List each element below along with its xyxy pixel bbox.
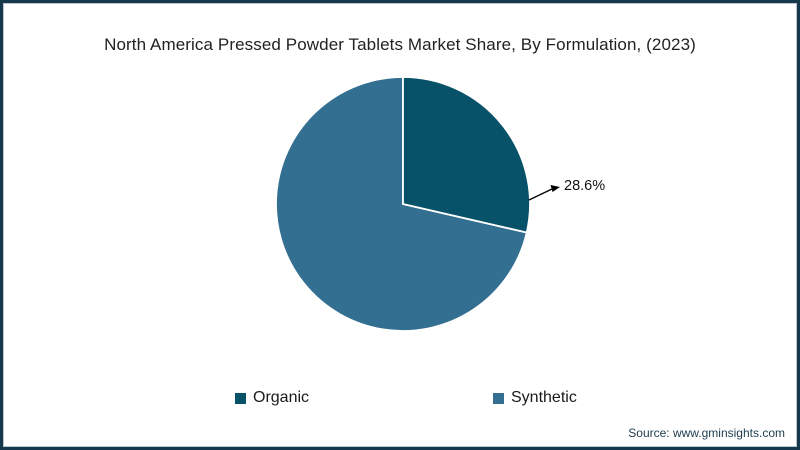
pie-slice-synthetic[interactable]: [275, 76, 528, 332]
callout-line: [528, 188, 553, 201]
chart-title: North America Pressed Powder Tablets Mar…: [104, 35, 696, 54]
legend-label-synthetic: Synthetic: [511, 389, 577, 406]
pie-chart: [275, 76, 560, 332]
legend: Organic Synthetic: [3, 389, 797, 409]
legend-swatch-synthetic-icon: [493, 392, 504, 404]
legend-item-organic[interactable]: Organic: [235, 389, 309, 407]
legend-item-synthetic[interactable]: Synthetic: [493, 389, 577, 407]
data-label: 28.6%: [564, 178, 606, 194]
legend-label-organic: Organic: [253, 389, 310, 406]
callout-arrowhead-icon: [550, 185, 560, 192]
source-attribution: Source: www.gminsights.com: [628, 426, 785, 440]
legend-swatch-organic-icon: [235, 392, 246, 404]
pie-slice-organic[interactable]: [402, 76, 531, 234]
